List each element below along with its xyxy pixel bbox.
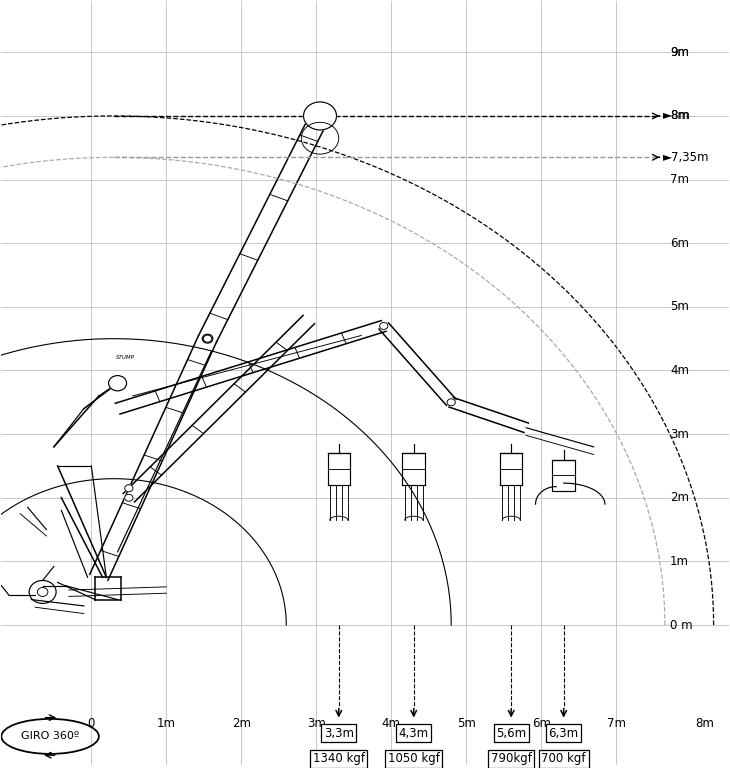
- Circle shape: [125, 485, 133, 492]
- Text: 3m: 3m: [307, 717, 326, 730]
- Circle shape: [447, 399, 456, 406]
- Text: 6m: 6m: [531, 717, 550, 730]
- Text: 1m: 1m: [670, 555, 689, 568]
- Text: 5m: 5m: [670, 300, 689, 313]
- Text: 0 m: 0 m: [670, 618, 693, 631]
- Circle shape: [304, 102, 337, 130]
- Circle shape: [204, 335, 212, 343]
- Text: ►7,35m: ►7,35m: [664, 151, 710, 164]
- Text: 5,6m: 5,6m: [496, 727, 526, 740]
- Text: 1340 kgf: 1340 kgf: [312, 752, 365, 765]
- Text: 2m: 2m: [670, 492, 689, 505]
- Text: 3m: 3m: [670, 428, 689, 441]
- Text: 7m: 7m: [607, 717, 626, 730]
- Text: 4m: 4m: [382, 717, 401, 730]
- Circle shape: [125, 495, 133, 502]
- Text: 9m: 9m: [670, 46, 689, 59]
- Text: 0: 0: [88, 717, 95, 730]
- Circle shape: [202, 334, 213, 343]
- Circle shape: [380, 323, 388, 329]
- Text: 4,3m: 4,3m: [399, 727, 429, 740]
- Text: 7m: 7m: [670, 173, 689, 186]
- Text: 8m: 8m: [670, 109, 689, 122]
- Text: 8m: 8m: [695, 717, 714, 730]
- Text: 1m: 1m: [157, 717, 176, 730]
- Text: 4m: 4m: [670, 364, 689, 377]
- Text: 9m: 9m: [670, 46, 689, 59]
- Text: 700 kgf: 700 kgf: [542, 752, 586, 765]
- Text: 2m: 2m: [232, 717, 251, 730]
- Text: 3,3m: 3,3m: [324, 727, 354, 740]
- Text: ►8m: ►8m: [664, 109, 691, 122]
- Text: 1050 kgf: 1050 kgf: [388, 752, 439, 765]
- Text: 790kgf: 790kgf: [491, 752, 531, 765]
- Text: STUMP: STUMP: [115, 356, 134, 360]
- Text: 6m: 6m: [670, 237, 689, 250]
- Text: 6,3m: 6,3m: [549, 727, 579, 740]
- Text: 5m: 5m: [457, 717, 476, 730]
- Circle shape: [109, 376, 126, 391]
- Text: GIRO 360º: GIRO 360º: [21, 731, 79, 741]
